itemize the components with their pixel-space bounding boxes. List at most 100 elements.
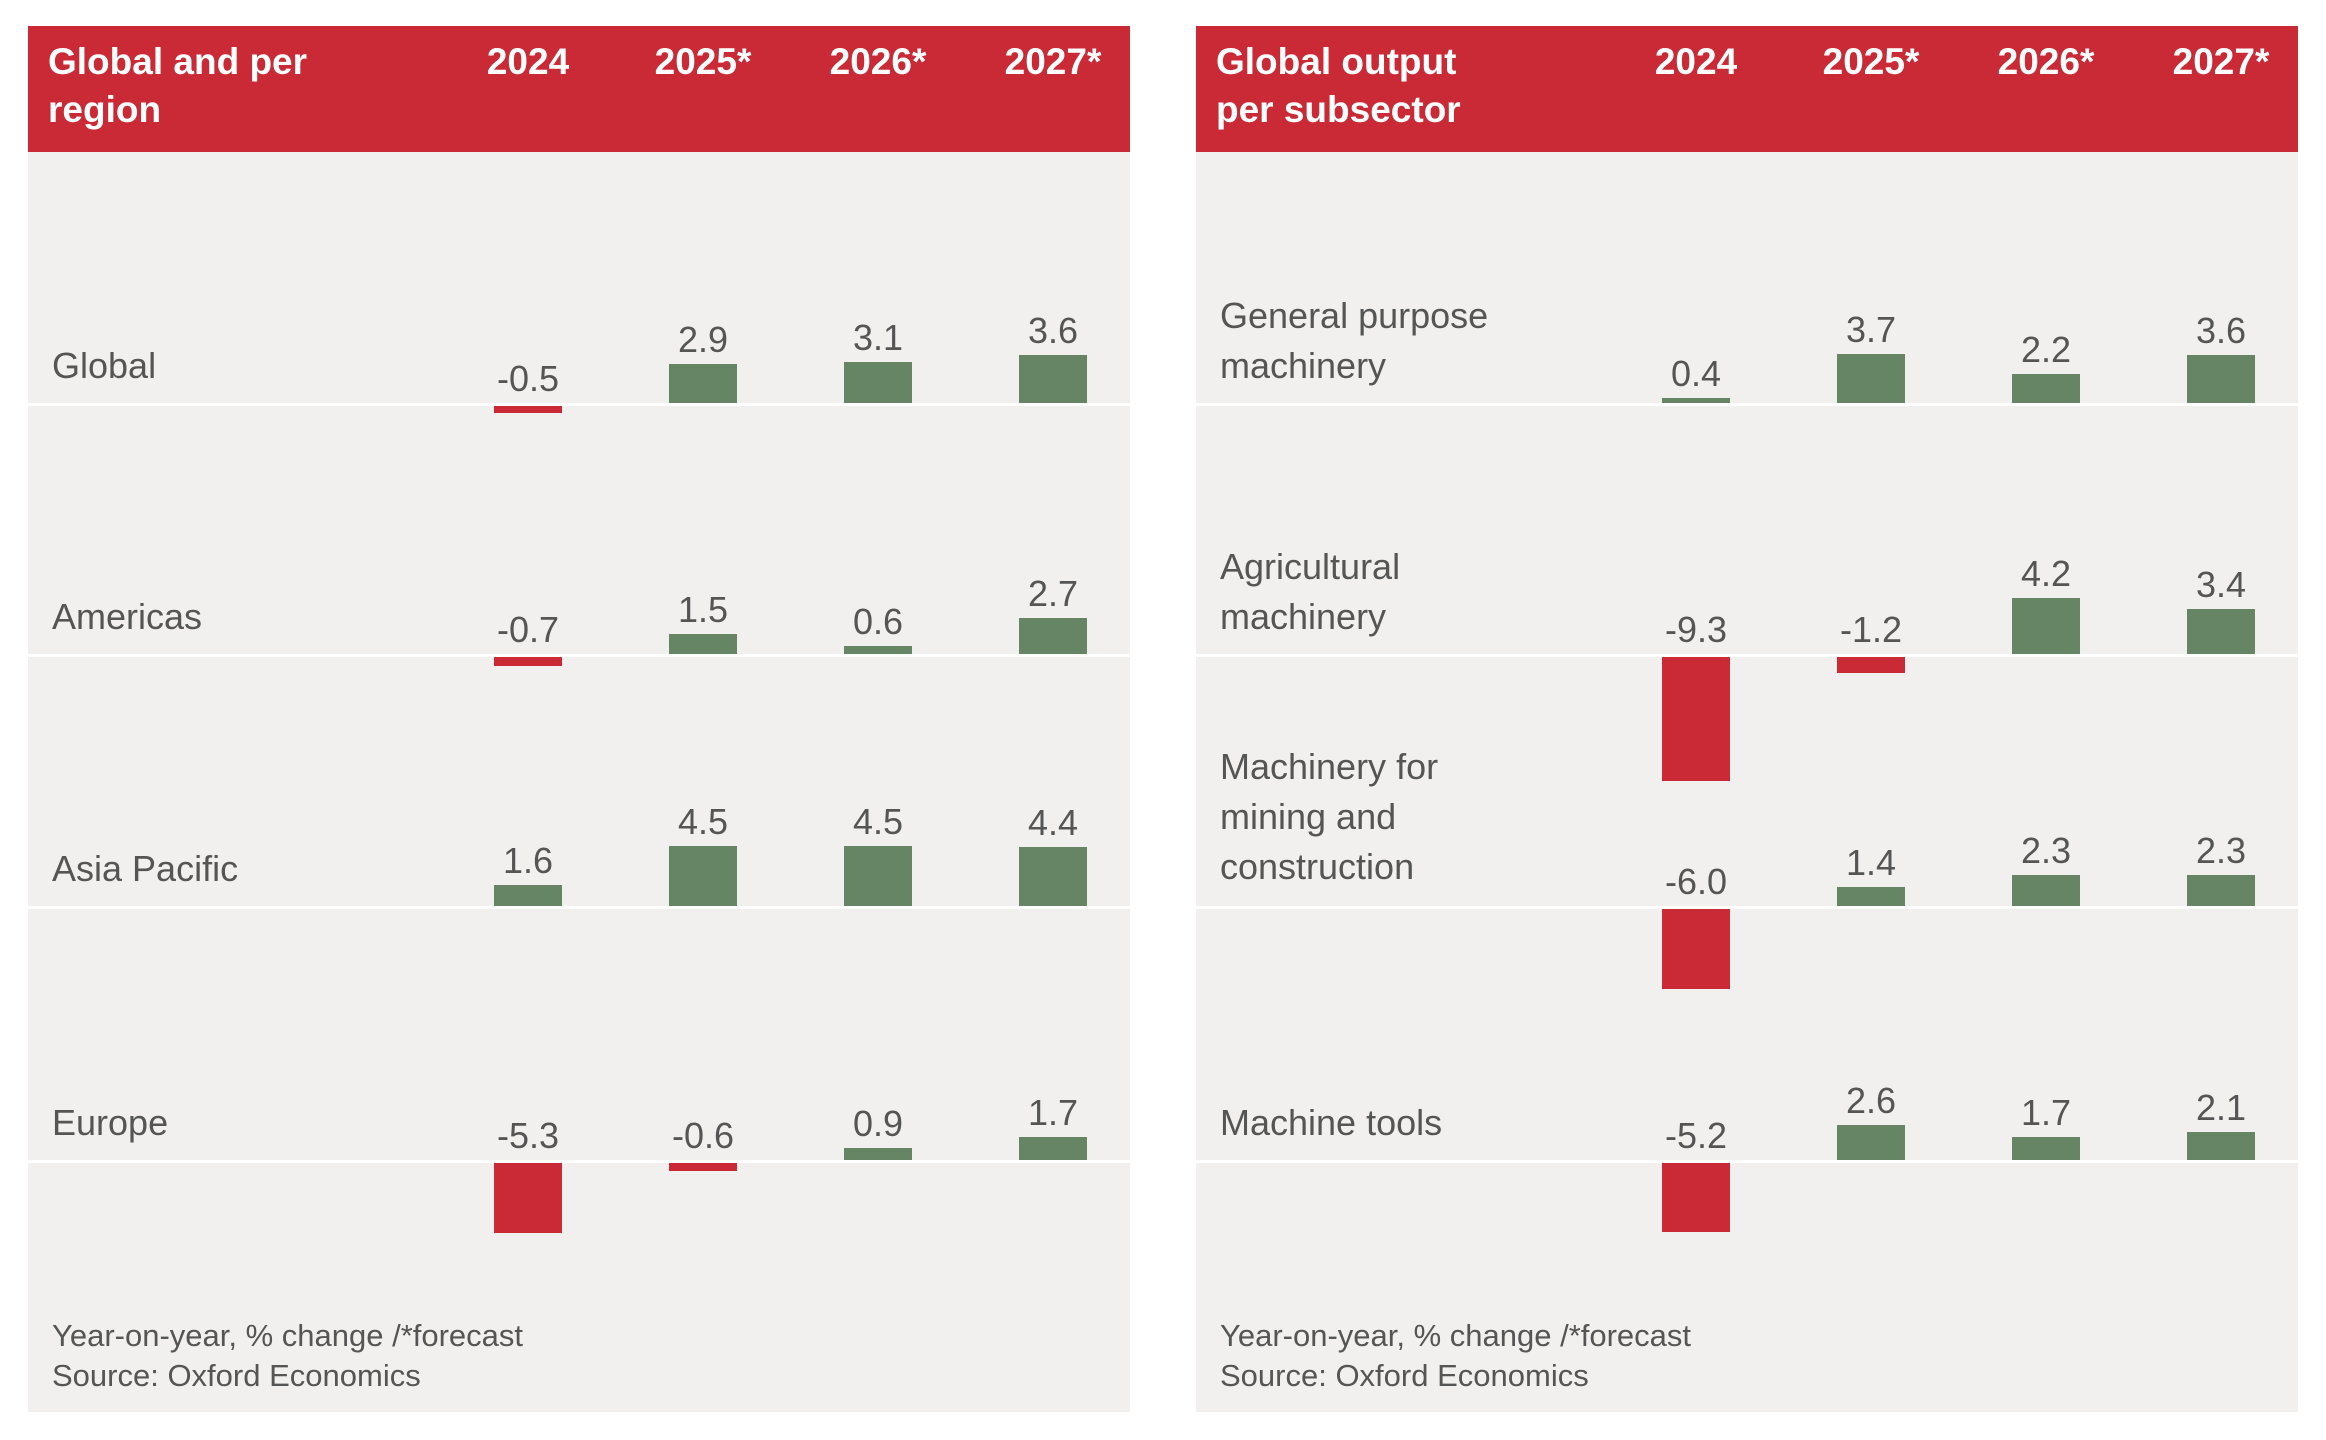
bar (844, 846, 912, 906)
data-label: 1.5 (677, 589, 729, 631)
row-label: Global (52, 345, 157, 386)
bar (669, 634, 737, 654)
source: Source: Oxford Economics (52, 1358, 421, 1393)
data-label: -9.3 (1664, 609, 1728, 650)
data-label: 0.6 (852, 601, 904, 643)
row-label: General purpose machinery (1220, 295, 1489, 386)
data-label: 3.1 (852, 316, 904, 358)
year-header: 2025* (1822, 41, 1920, 82)
data-label: -1.2 (1839, 609, 1903, 650)
zero-line (1196, 1160, 2298, 1163)
data-label: 2.7 (1027, 573, 1079, 615)
bar (494, 657, 562, 667)
data-label: 2.1 (2195, 1087, 2247, 1129)
bar (1662, 909, 1730, 989)
year-header: 2024 (1654, 41, 1738, 82)
year-header: 2025* (654, 41, 752, 82)
bar (1662, 657, 1730, 781)
data-label: -6.0 (1664, 861, 1728, 902)
data-label: 3.7 (1845, 308, 1897, 350)
data-label: -0.5 (496, 358, 560, 399)
bar (1837, 657, 1905, 673)
data-label: 4.5 (852, 801, 904, 843)
data-label: 0.9 (852, 1103, 904, 1145)
source: Source: Oxford Economics (1220, 1358, 1589, 1393)
bar (669, 846, 737, 906)
footnote: Year-on-year, % change /*forecast Source:… (1220, 1316, 1691, 1396)
zero-line (1196, 654, 2298, 657)
bar (494, 1163, 562, 1234)
year-header: 2024 (486, 41, 570, 82)
data-label: 3.6 (2195, 310, 2247, 352)
bar (844, 361, 912, 403)
zero-line (28, 1160, 1130, 1163)
row-label: Machine tools (1220, 1102, 1443, 1143)
zero-line (28, 403, 1130, 406)
year-header: 2026* (1997, 41, 2095, 82)
bar (1837, 353, 1905, 403)
row-label: Americas (52, 596, 203, 637)
bar (1019, 355, 1087, 403)
data-label: -5.3 (496, 1115, 560, 1156)
bar (1019, 618, 1087, 654)
data-label: 1.6 (502, 839, 554, 881)
zero-line (1196, 906, 2298, 909)
bar (844, 646, 912, 654)
bar (1662, 1163, 1730, 1233)
bar (2187, 1132, 2255, 1160)
bar (2187, 355, 2255, 403)
bar (844, 1148, 912, 1160)
bar (494, 406, 562, 413)
bar (2012, 598, 2080, 654)
bar (669, 1163, 737, 1171)
data-label: -0.7 (496, 609, 560, 650)
table-header: Global and per region 2024 2025* 2026* 2027* (28, 26, 1130, 152)
zero-line (1196, 403, 2298, 406)
bar (1019, 847, 1087, 906)
year-header: 2027* (1004, 41, 1102, 82)
row-label: Machinery for mining and construction (1220, 746, 1439, 887)
data-label: 2.3 (2195, 830, 2247, 872)
bar (1837, 887, 1905, 906)
note: Year-on-year, % change /*forecast (1220, 1318, 1692, 1353)
zero-line (28, 906, 1130, 909)
data-label: 2.3 (2020, 830, 2072, 872)
row-label: Asia Pacific (52, 848, 239, 889)
data-label: 3.6 (1027, 310, 1079, 352)
zero-line (28, 654, 1130, 657)
bar (2187, 608, 2255, 654)
table-header: Global output per subsector 2024 2025* 2026… (1196, 26, 2298, 152)
bar (669, 364, 737, 403)
data-label: 1.7 (2020, 1092, 2072, 1134)
bar (2187, 875, 2255, 906)
data-label: 4.5 (677, 801, 729, 843)
year-header: 2026* (829, 41, 927, 82)
data-label: 2.2 (2020, 328, 2072, 370)
row-label: Europe (52, 1102, 169, 1143)
data-label: -5.2 (1664, 1115, 1728, 1156)
panel-subsector: Global output per subsector 2024 2025* 2026… (1196, 26, 2298, 1412)
bar (1837, 1125, 1905, 1160)
data-label: 4.4 (1027, 802, 1079, 844)
data-label: -0.6 (671, 1115, 735, 1156)
data-label: 2.9 (677, 319, 729, 361)
bar (494, 884, 562, 906)
data-label: 1.7 (1027, 1092, 1079, 1134)
note: Year-on-year, % change /*forecast (52, 1318, 524, 1353)
data-label: 4.2 (2020, 553, 2072, 595)
year-header: 2027* (2172, 41, 2270, 82)
chart-title: Global and per region (48, 41, 308, 130)
footnote: Year-on-year, % change /*forecast Source:… (52, 1316, 523, 1396)
panel-region: Global and per region 2024 2025* 2026* 2027*… (28, 26, 1130, 1412)
bar (1662, 397, 1730, 403)
data-label: 3.4 (2195, 563, 2247, 605)
bar (1019, 1137, 1087, 1160)
data-label: 1.4 (1845, 842, 1897, 884)
data-label: 0.4 (1670, 352, 1722, 394)
bar (2012, 373, 2080, 403)
row-label: Agricultural machinery (1220, 546, 1401, 637)
bar (2012, 1137, 2080, 1160)
chart-title: Global output per subsector (1216, 41, 1461, 130)
data-label: 2.6 (1845, 1080, 1897, 1122)
bar (2012, 875, 2080, 906)
